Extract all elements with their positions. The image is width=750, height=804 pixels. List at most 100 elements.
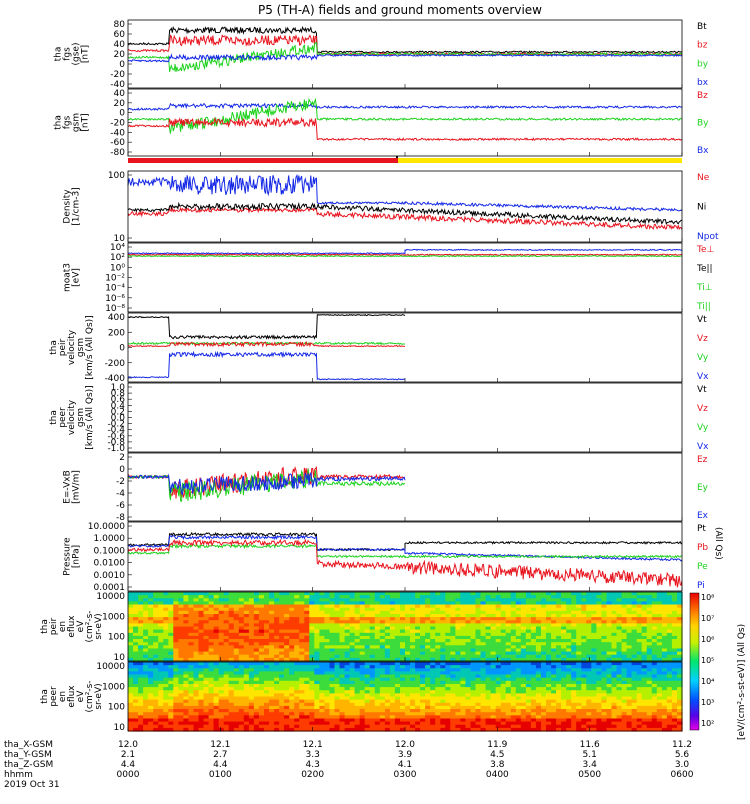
heatmap-cell (244, 620, 250, 624)
heatmap-cell (647, 605, 653, 609)
heatmap-cell (415, 709, 421, 713)
heatmap-cell (486, 665, 492, 669)
heatmap-cell (330, 700, 336, 704)
heatmap-cell (264, 645, 270, 649)
heatmap-cell (481, 639, 487, 643)
heatmap-cell (450, 620, 456, 624)
heatmap-cell (269, 709, 275, 713)
heatmap-cell (471, 595, 477, 599)
heatmap-cell (168, 665, 174, 669)
heatmap-cell (652, 611, 658, 615)
heatmap-cell (360, 700, 366, 704)
heatmap-cell (345, 611, 351, 615)
heatmap-cell (199, 620, 205, 624)
heatmap-cell (506, 611, 512, 615)
heatmap-cell (521, 595, 527, 599)
heatmap-cell (274, 605, 280, 609)
y-tick-label: 10⁻⁴ (105, 284, 125, 294)
legend-Te||: Te|| (696, 264, 713, 274)
heatmap-cell (360, 681, 366, 685)
heatmap-cell (415, 715, 421, 719)
heatmap-cell (340, 700, 346, 704)
heatmap-cell (279, 690, 285, 694)
heatmap-cell (546, 595, 552, 599)
heatmap-cell (465, 690, 471, 694)
heatmap-cell (244, 595, 250, 599)
heatmap-cell (486, 655, 492, 659)
heatmap-cell (501, 690, 507, 694)
heatmap-cell (531, 605, 537, 609)
heatmap-cell (204, 725, 210, 729)
heatmap-cell (188, 725, 194, 729)
heatmap-cell (209, 681, 215, 685)
heatmap-cell (516, 700, 522, 704)
heatmap-cell (536, 639, 542, 643)
heatmap-cell (662, 630, 668, 634)
heatmap-cell (546, 620, 552, 624)
heatmap-cell (229, 715, 235, 719)
heatmap-cell (400, 595, 406, 599)
heatmap-cell (435, 639, 441, 643)
heatmap-cell (259, 681, 265, 685)
heatmap-cell (516, 611, 522, 615)
heatmap-cell (430, 715, 436, 719)
heatmap-cell (395, 700, 401, 704)
heatmap-cell (239, 595, 245, 599)
heatmap-cell (350, 709, 356, 713)
heatmap-cell (541, 725, 547, 729)
heatmap-cell (440, 645, 446, 649)
heatmap-cell (350, 700, 356, 704)
heatmap-cell (173, 665, 179, 669)
heatmap-cell (269, 655, 275, 659)
heatmap-cell (395, 725, 401, 729)
ylabel-line: [1/cm-3] (72, 187, 82, 225)
heatmap-cell (314, 620, 320, 624)
heatmap-cell (612, 645, 618, 649)
y-tick-label: 10000 (96, 592, 125, 602)
heatmap-cell (450, 655, 456, 659)
heatmap-cell (375, 645, 381, 649)
heatmap-cell (269, 611, 275, 615)
heatmap-cell (335, 605, 341, 609)
heatmap-cell (219, 611, 225, 615)
heatmap-cell (586, 665, 592, 669)
heatmap-cell (304, 595, 310, 599)
heatmap-cell (506, 681, 512, 685)
heatmap-cell (173, 715, 179, 719)
heatmap-cell (531, 665, 537, 669)
legend-Te⊥: Te⊥ (696, 245, 715, 255)
heatmap-cell (365, 690, 371, 694)
heatmap-cell (455, 725, 461, 729)
heatmap-cell (601, 630, 607, 634)
heatmap-cell (395, 675, 401, 679)
heatmap-cell (229, 620, 235, 624)
heatmap-cell (420, 630, 426, 634)
heatmap-cell (330, 675, 336, 679)
heatmap-cell (450, 681, 456, 685)
heatmap-cell (153, 655, 159, 659)
heatmap-cell (183, 700, 189, 704)
heatmap-cell (425, 620, 431, 624)
heatmap-cell (385, 595, 391, 599)
heatmap-cell (571, 639, 577, 643)
heatmap-cell (239, 681, 245, 685)
heatmap-cell (319, 665, 325, 669)
heatmap-cell (491, 690, 497, 694)
heatmap-cell (415, 645, 421, 649)
heatmap-cell (380, 620, 386, 624)
heatmap-cell (491, 620, 497, 624)
heatmap-cell (445, 605, 451, 609)
heatmap-cell (279, 630, 285, 634)
heatmap-cell (435, 725, 441, 729)
heatmap-cell (380, 645, 386, 649)
heatmap-cell (536, 715, 542, 719)
heatmap-cell (340, 725, 346, 729)
heatmap-cell (355, 675, 361, 679)
heatmap-cell (350, 675, 356, 679)
heatmap-cell (395, 645, 401, 649)
heatmap-cell (460, 620, 466, 624)
heatmap-cell (632, 665, 638, 669)
heatmap-cell (481, 681, 487, 685)
heatmap-cell (622, 725, 628, 729)
